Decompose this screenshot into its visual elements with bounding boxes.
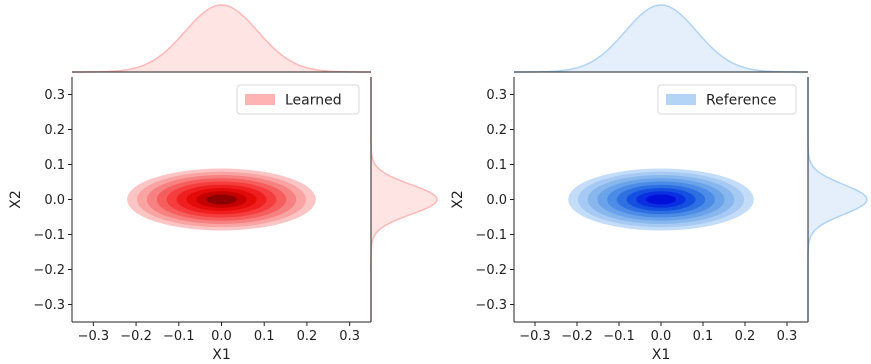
y-tick-label: −0.1 <box>475 228 507 243</box>
x-tick-label: 0.2 <box>735 329 756 344</box>
kde-contours <box>568 168 754 231</box>
y-tick-label: 0.3 <box>486 88 507 103</box>
x-axis-label: X1 <box>212 347 231 363</box>
kde-contour-level-9 <box>645 194 677 205</box>
x-tick-label: 0.1 <box>254 329 275 344</box>
panel-reference: −0.3 −0.2 −0.1 0.0 0.1 0.2 0.3 −0.3 −0.2 −0.1 0.0 0… <box>450 4 868 363</box>
x-tick-label: −0.1 <box>603 329 635 344</box>
x-axis-label: X1 <box>652 347 671 363</box>
y-tick-label: −0.1 <box>33 228 65 243</box>
x-tick-label: −0.3 <box>519 329 551 344</box>
y-marginal-density-fill <box>371 77 437 322</box>
y-tick-label: −0.2 <box>475 263 507 278</box>
x-tick-label: −0.2 <box>120 329 152 344</box>
y-tick-label: 0.0 <box>486 193 507 208</box>
y-tick-label: 0.1 <box>486 158 507 173</box>
x-marginal-density-fill <box>514 5 808 72</box>
legend-label: Learned <box>285 93 342 109</box>
y-tick-label: 0.3 <box>44 88 65 103</box>
y-tick-label: −0.3 <box>33 298 65 313</box>
legend-swatch <box>666 94 696 105</box>
x-tick-label: 0.2 <box>297 329 318 344</box>
x-marginal-density-line <box>513 4 809 73</box>
x-tick-label: 0.0 <box>211 329 232 344</box>
x-tick-label: 0.1 <box>693 329 714 344</box>
y-tick-label: 0.0 <box>44 193 65 208</box>
y-tick-label: 0.2 <box>486 123 507 138</box>
kde-contours <box>127 168 316 231</box>
panel-learned: −0.3 −0.2 −0.1 0.0 0.1 0.2 0.3 −0.3 −0.2 −0.1 0.0 0… <box>8 4 438 363</box>
x-marginal-density-fill <box>72 5 371 72</box>
x-marginal-density-line <box>71 4 372 73</box>
y-axis-label: X2 <box>8 190 24 209</box>
y-tick-label: −0.3 <box>475 298 507 313</box>
x-tick-label: −0.3 <box>78 329 110 344</box>
x-tick-label: −0.1 <box>163 329 195 344</box>
y-marginal-density-fill <box>808 77 867 322</box>
x-tick-label: 0.3 <box>777 329 798 344</box>
legend-label: Reference <box>706 93 777 109</box>
y-axis-label: X2 <box>450 190 466 209</box>
legend: Reference <box>657 84 797 115</box>
kde-contour-level-9 <box>206 194 237 205</box>
y-tick-label: −0.2 <box>33 263 65 278</box>
x-tick-label: −0.2 <box>561 329 593 344</box>
y-tick-label: 0.1 <box>44 158 65 173</box>
x-tick-label: 0.3 <box>339 329 360 344</box>
legend-frame <box>657 84 797 115</box>
legend-swatch <box>245 94 275 105</box>
legend: Learned <box>236 84 360 115</box>
y-tick-label: 0.2 <box>44 123 65 138</box>
x-tick-label: 0.0 <box>651 329 672 344</box>
legend-frame <box>236 84 360 115</box>
